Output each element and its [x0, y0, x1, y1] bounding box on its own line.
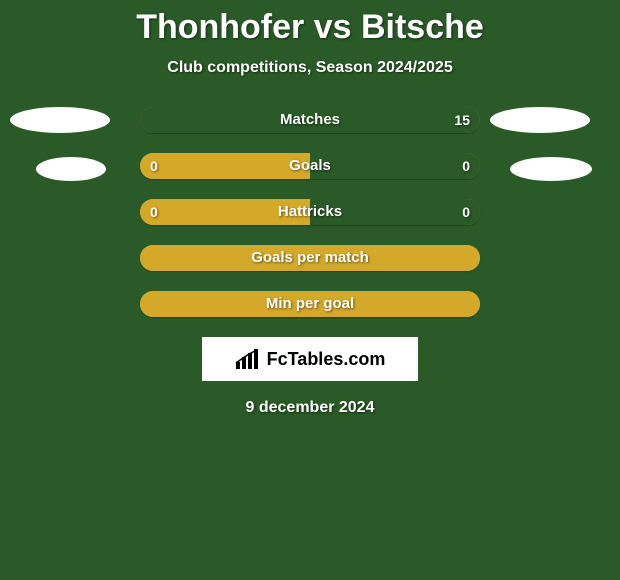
stat-fill-left: [140, 153, 310, 179]
stat-fill-left: [140, 245, 480, 271]
player-right-photo-placeholder: [490, 107, 590, 133]
bars-icon: [235, 348, 261, 370]
team-left-logo-placeholder: [36, 157, 106, 181]
page-title: Thonhofer vs Bitsche: [0, 0, 620, 47]
stat-rows: Matches15 Goals00 Hattricks00 Goals per mat…: [140, 107, 480, 317]
stat-fill-left: [140, 199, 310, 225]
comparison-stage: Matches15 Goals00 Hattricks00 Goals per mat…: [0, 107, 620, 417]
stat-fill-right: [310, 153, 480, 179]
stat-row: Goals00: [140, 153, 480, 179]
team-right-logo-placeholder: [510, 157, 592, 181]
branding-logo: FcTables.com: [202, 337, 418, 381]
player-left-photo-placeholder: [10, 107, 110, 133]
stat-fill-left: [140, 291, 480, 317]
stat-fill-right: [140, 107, 480, 133]
stat-fill-right: [310, 199, 480, 225]
stat-row: Matches15: [140, 107, 480, 133]
stat-row: Hattricks00: [140, 199, 480, 225]
footer-date: 9 december 2024: [0, 399, 620, 417]
stat-row: Goals per match: [140, 245, 480, 271]
page-subtitle: Club competitions, Season 2024/2025: [0, 59, 620, 77]
branding-text: FcTables.com: [267, 349, 386, 370]
stat-row: Min per goal: [140, 291, 480, 317]
